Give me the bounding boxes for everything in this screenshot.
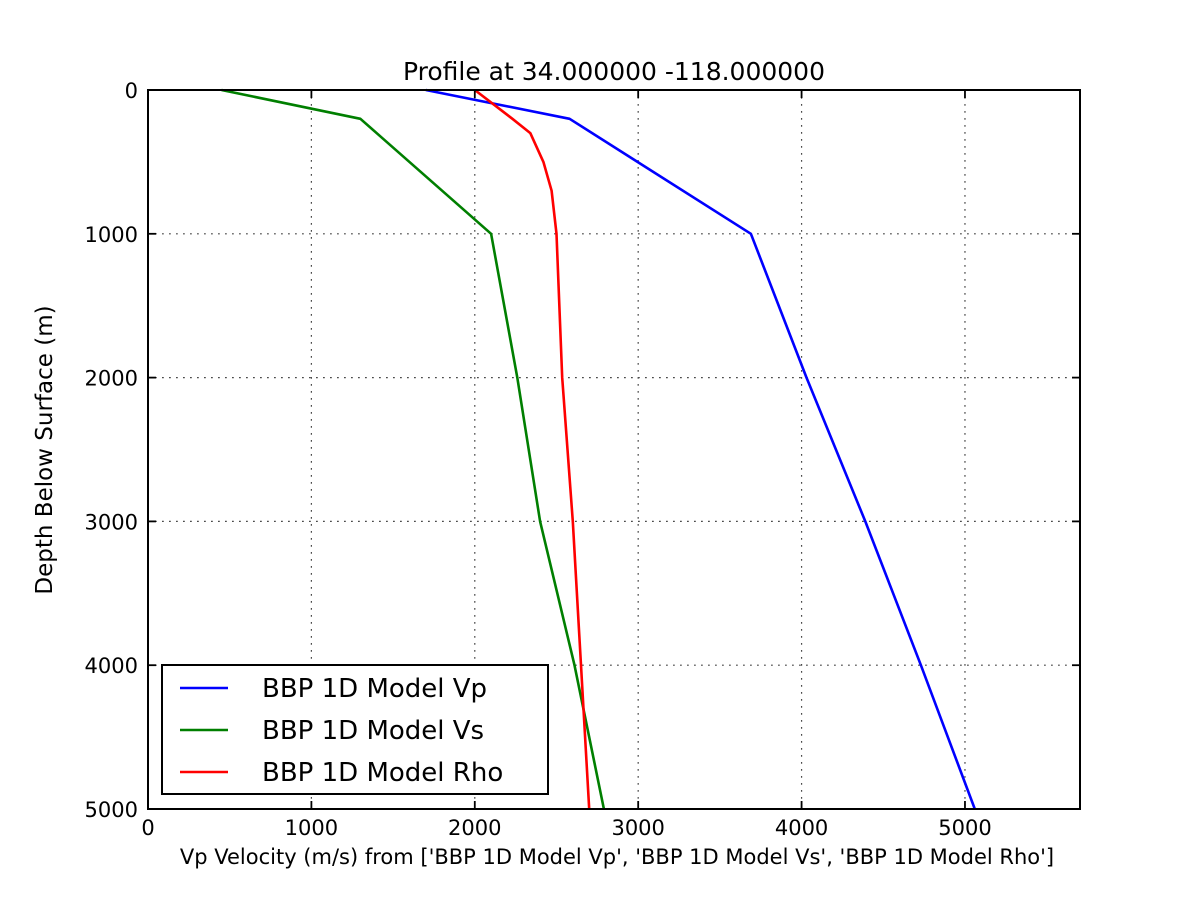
vs-curve <box>221 88 606 810</box>
curve-layer <box>221 88 977 810</box>
y-tick-label: 1000 <box>85 223 138 247</box>
chart-title: Profile at 34.000000 -118.000000 <box>403 57 825 86</box>
tick-label-layer: 0 1000 2000 3000 4000 50000100020003000400050… <box>85 79 992 840</box>
x-axis-label: Vp Velocity (m/s) from ['BBP 1D Model Vp… <box>180 845 1054 869</box>
plot-frame <box>147 89 1081 810</box>
y-tick-label: 5000 <box>85 798 138 822</box>
y-tick-label: 2000 <box>85 367 138 391</box>
y-tick-label: 0 <box>125 79 138 103</box>
x-tick-label: 3000 <box>611 816 664 840</box>
legend-label-vs: BBP 1D Model Vs <box>262 716 484 746</box>
y-axis-label: Depth Below Surface (m) <box>32 305 58 594</box>
y-tick-label: 3000 <box>85 510 138 534</box>
rho-curve <box>474 88 591 810</box>
x-tick-label: 2000 <box>448 816 501 840</box>
x-tick-label: 5000 <box>938 816 991 840</box>
x-tick-label: 4000 <box>775 816 828 840</box>
legend: BBP 1D Model Vp BBP 1D Model Vs BBP 1D M… <box>161 664 549 795</box>
vp-curve <box>425 88 977 810</box>
x-tick-label: 1000 <box>285 816 338 840</box>
legend-label-rho: BBP 1D Model Rho <box>262 758 503 788</box>
legend-label-vp: BBP 1D Model Vp <box>262 674 487 704</box>
y-tick-label: 4000 <box>85 654 138 678</box>
x-tick-label: 0 <box>141 816 154 840</box>
